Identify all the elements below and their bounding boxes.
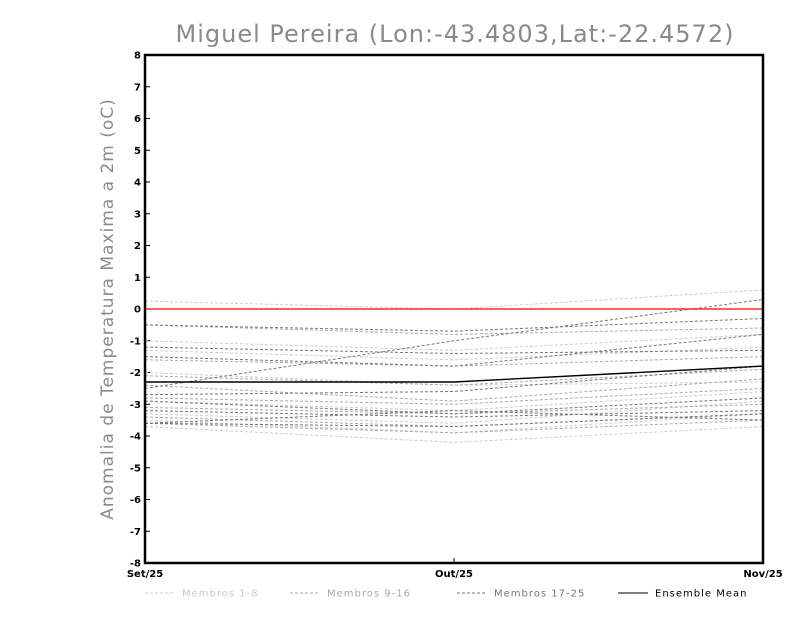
plot-frame <box>143 53 765 565</box>
member-series-line <box>144 333 764 367</box>
member-series-line <box>144 410 764 424</box>
chart-title: Miguel Pereira (Lon:-43.4803,Lat:-22.457… <box>176 20 735 48</box>
y-tick-label: 7 <box>134 82 141 93</box>
member-series-line <box>144 410 764 418</box>
y-tick-label: 8 <box>134 51 141 62</box>
x-tick-label: Nov/25 <box>743 569 782 580</box>
member-series-line <box>144 346 764 355</box>
legend-label: Membros 9-16 <box>327 589 411 600</box>
member-series-line <box>144 387 764 405</box>
member-series-line <box>144 400 764 424</box>
ensemble-mean-line <box>145 365 764 383</box>
plot-area: -8 -7 -6 -5 -4 -3 -2 -1 0 1 2 3 4 5 6 7 8 Set/25 Out/25 Nov… <box>127 51 783 581</box>
member-series-line <box>144 356 764 367</box>
member-series-line <box>144 378 764 402</box>
x-tick-label: Out/25 <box>435 569 473 580</box>
x-tick-label: Set/25 <box>127 569 163 580</box>
y-tick-label: 1 <box>134 273 141 284</box>
legend-label: Membros 17-25 <box>494 589 585 600</box>
legend: Membros 1-8 Membros 9-16 Membros 17-25 Ense… <box>145 589 747 600</box>
y-tick-label: -1 <box>130 336 141 347</box>
y-tick-label: -3 <box>130 400 141 411</box>
y-tick-label: -7 <box>130 527 141 538</box>
member-series-line <box>144 413 764 428</box>
y-tick-label: -8 <box>130 559 141 570</box>
member-series-line <box>144 403 764 415</box>
member-series-line <box>144 372 764 386</box>
y-tick-label: -6 <box>130 495 141 506</box>
member-series-line <box>144 426 764 443</box>
member-series-line <box>144 397 764 415</box>
legend-label: Membros 1-8 <box>182 589 259 600</box>
y-tick-label: 4 <box>134 178 141 189</box>
member-series-line <box>144 289 764 310</box>
y-tick-label: 0 <box>134 305 141 316</box>
member-series-line <box>144 365 764 396</box>
member-series-line <box>144 413 764 434</box>
y-tick-label: -5 <box>130 463 141 474</box>
legend-label: Ensemble Mean <box>655 589 747 600</box>
member-series-line <box>144 391 764 412</box>
member-series-line <box>144 318 764 332</box>
member-series-line <box>144 333 764 351</box>
member-series-line <box>144 324 764 335</box>
member-series-line <box>144 419 764 434</box>
y-axis-label: Anomalia de Temperatura Maxima a 2m (oC) <box>98 98 118 520</box>
y-tick-label: 3 <box>134 209 141 220</box>
y-tick-label: 6 <box>134 114 141 125</box>
y-tick-label: -2 <box>130 368 141 379</box>
y-tick-label: 5 <box>134 146 141 157</box>
y-tick-label: 2 <box>134 241 141 252</box>
y-tick-label: -4 <box>130 432 141 443</box>
member-series-line <box>144 299 764 389</box>
